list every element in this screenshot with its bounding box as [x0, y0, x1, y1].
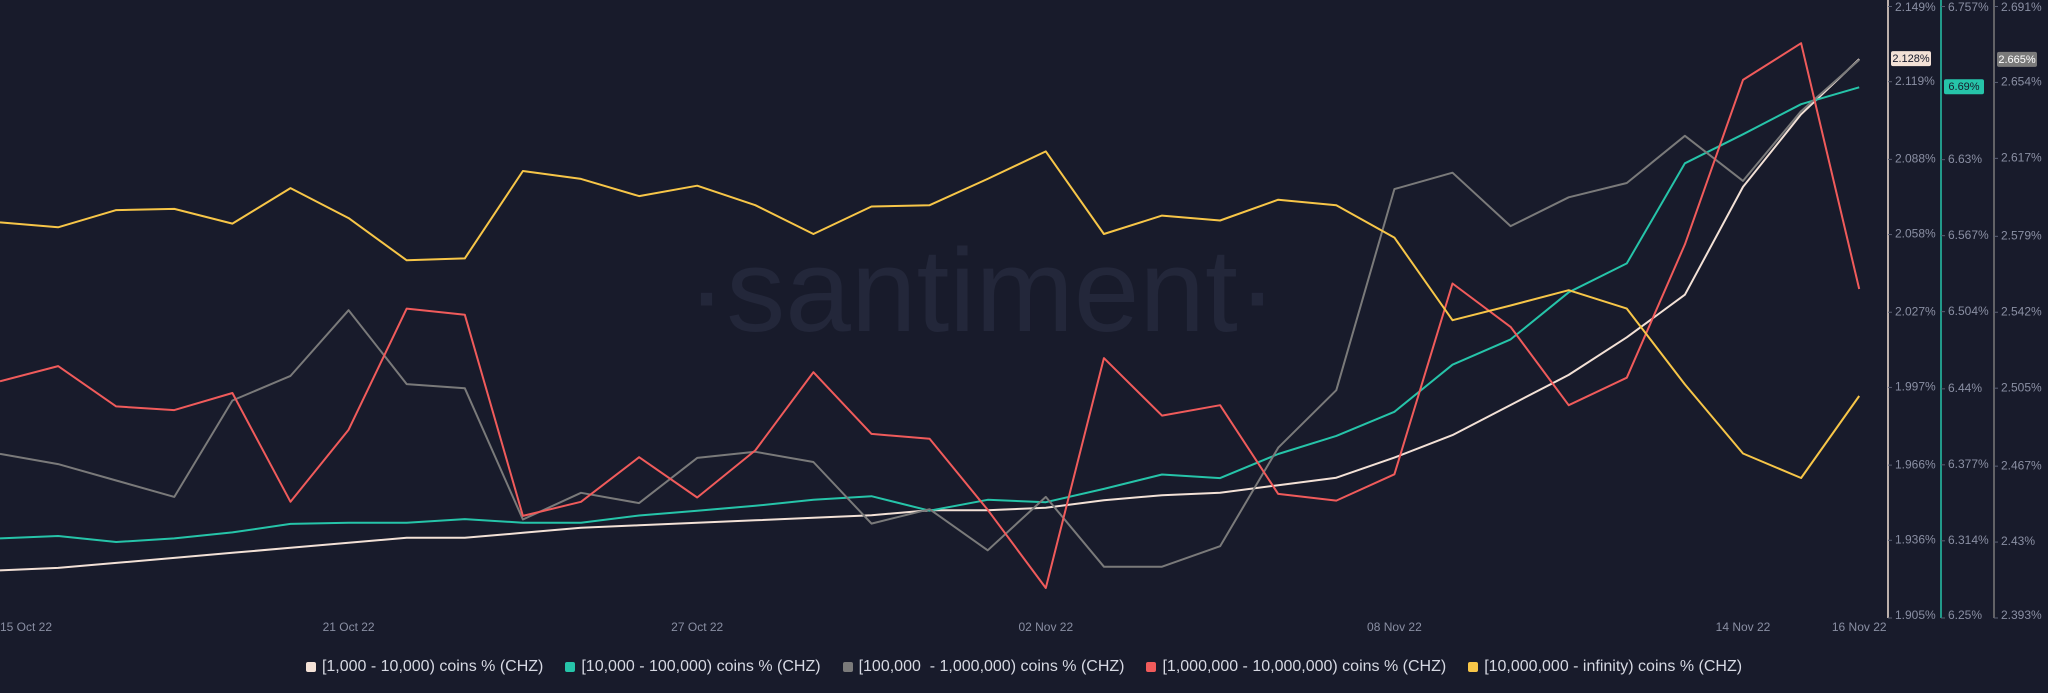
y-tick-label: 2.691% — [2001, 0, 2042, 14]
legend-item[interactable]: [1,000,000 - 10,000,000) coins % (CHZ) — [1146, 658, 1446, 676]
legend-label: [100,000 - 1,000,000) coins % (CHZ) — [858, 658, 1125, 675]
value-badge — [1891, 51, 1931, 67]
y-tick-label: 2.617% — [2001, 151, 2042, 165]
y-tick-label: 2.579% — [2001, 228, 2042, 242]
y-tick-label: 6.44% — [1948, 381, 1982, 395]
y-tick-label: 6.377% — [1948, 457, 1989, 471]
x-tick-label: 21 Oct 22 — [323, 620, 375, 634]
y-tick-label: 2.505% — [2001, 380, 2042, 394]
legend-label: [10,000 - 100,000) coins % (CHZ) — [581, 658, 821, 675]
value-badge — [1944, 79, 1984, 95]
y-tick-label: 1.936% — [1895, 532, 1936, 546]
y-tick-label: 6.757% — [1948, 0, 1989, 14]
legend-swatch — [1146, 662, 1157, 672]
y-tick-label: 1.905% — [1895, 608, 1936, 622]
y-tick-label: 2.393% — [2001, 608, 2042, 622]
watermark: ·santiment· — [687, 225, 1277, 357]
y-tick-label: 6.314% — [1948, 533, 1989, 547]
y-tick-label: 6.504% — [1948, 304, 1989, 318]
y-tick-label: 2.119% — [1895, 74, 1935, 88]
legend-label: [10,000,000 - infinity) coins % (CHZ) — [1484, 658, 1743, 675]
value-badge — [1997, 51, 2037, 67]
x-tick-label: 15 Oct 22 — [0, 620, 52, 634]
series-line — [0, 59, 1860, 568]
legend-item[interactable]: [1,000 - 10,000) coins % (CHZ) — [305, 658, 544, 676]
x-tick-label: 14 Nov 22 — [1716, 620, 1771, 634]
legend-swatch — [1468, 662, 1479, 672]
series-line — [0, 150, 1861, 479]
y-tick-label: 2.027% — [1895, 304, 1936, 318]
y-tick-label: 6.25% — [1948, 608, 1982, 622]
y-tick-label: 2.654% — [2001, 75, 2042, 89]
y-tick-label: 2.058% — [1895, 227, 1936, 241]
y-tick-label: 2.149% — [1895, 0, 1936, 14]
y-tick-label: 1.997% — [1895, 380, 1936, 394]
x-tick-label: 27 Oct 22 — [671, 620, 723, 634]
legend: [1,000 - 10,000) coins % (CHZ) [10,000 - … — [0, 650, 2048, 684]
x-tick-label: 16 Nov 22 — [1832, 620, 1887, 634]
background — [0, 0, 2048, 650]
y-tick-label: 6.567% — [1948, 228, 1989, 242]
x-tick-label: 02 Nov 22 — [1018, 620, 1073, 634]
legend-swatch — [565, 662, 576, 672]
chart: ·santiment· 2.149% 2.119% 2.088% 2.058% 2.02… — [0, 0, 2048, 650]
legend-item[interactable]: [10,000 - 100,000) coins % (CHZ) — [565, 658, 821, 676]
y-tick-label: 2.467% — [2001, 458, 2042, 472]
value-badge-label: 2.665% — [1998, 54, 2036, 66]
x-tick-label: 08 Nov 22 — [1367, 620, 1422, 634]
y-tick-label: 2.43% — [2001, 534, 2035, 548]
legend-label: [1,000 - 10,000) coins % (CHZ) — [321, 658, 544, 675]
y-tick-label: 1.966% — [1895, 457, 1936, 471]
series-line — [0, 86, 1860, 543]
y-tick-label: 2.088% — [1895, 152, 1936, 166]
legend-label: [1,000,000 - 10,000,000) coins % (CHZ) — [1162, 658, 1447, 675]
legend-swatch — [305, 662, 316, 672]
value-badge-label: 2.128% — [1892, 53, 1930, 65]
legend-item[interactable]: [10,000,000 - infinity) coins % (CHZ) — [1468, 658, 1742, 676]
y-tick-label: 2.542% — [2001, 304, 2042, 318]
y-tick-label: 6.63% — [1948, 152, 1982, 166]
legend-swatch — [842, 662, 853, 672]
value-badge-label: 6.69% — [1948, 81, 1979, 93]
series-line — [0, 42, 1861, 589]
legend-item[interactable]: [100,000 - 1,000,000) coins % (CHZ) — [842, 658, 1125, 676]
